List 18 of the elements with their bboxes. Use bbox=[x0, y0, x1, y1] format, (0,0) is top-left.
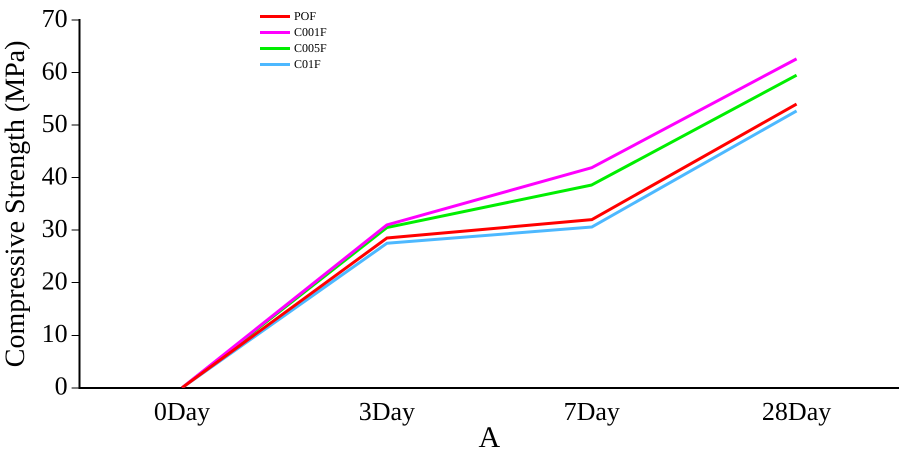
legend-label: C01F bbox=[294, 56, 321, 72]
y-tick-label: 60 bbox=[42, 56, 68, 86]
y-tick-label: 50 bbox=[42, 108, 68, 138]
y-tick-label: 40 bbox=[42, 161, 68, 190]
y-axis-title: Compressive Strength (MPa) bbox=[0, 40, 32, 368]
y-tick-label: 0 bbox=[54, 372, 68, 401]
y-tick-label: 30 bbox=[42, 214, 68, 243]
x-axis-title: A bbox=[478, 420, 500, 454]
x-tick-label: 0Day bbox=[154, 397, 210, 426]
x-tick-label: 3Day bbox=[358, 397, 416, 426]
legend-label: POF bbox=[294, 8, 316, 24]
legend-label: C005F bbox=[294, 40, 327, 56]
y-tick-label: 20 bbox=[42, 266, 68, 296]
y-tick-label: 10 bbox=[42, 319, 68, 348]
x-tick-label: 28Day bbox=[762, 397, 832, 426]
y-tick-label: 70 bbox=[42, 4, 68, 33]
legend-label: C001F bbox=[294, 24, 327, 40]
x-tick-label: 7Day bbox=[564, 397, 620, 426]
